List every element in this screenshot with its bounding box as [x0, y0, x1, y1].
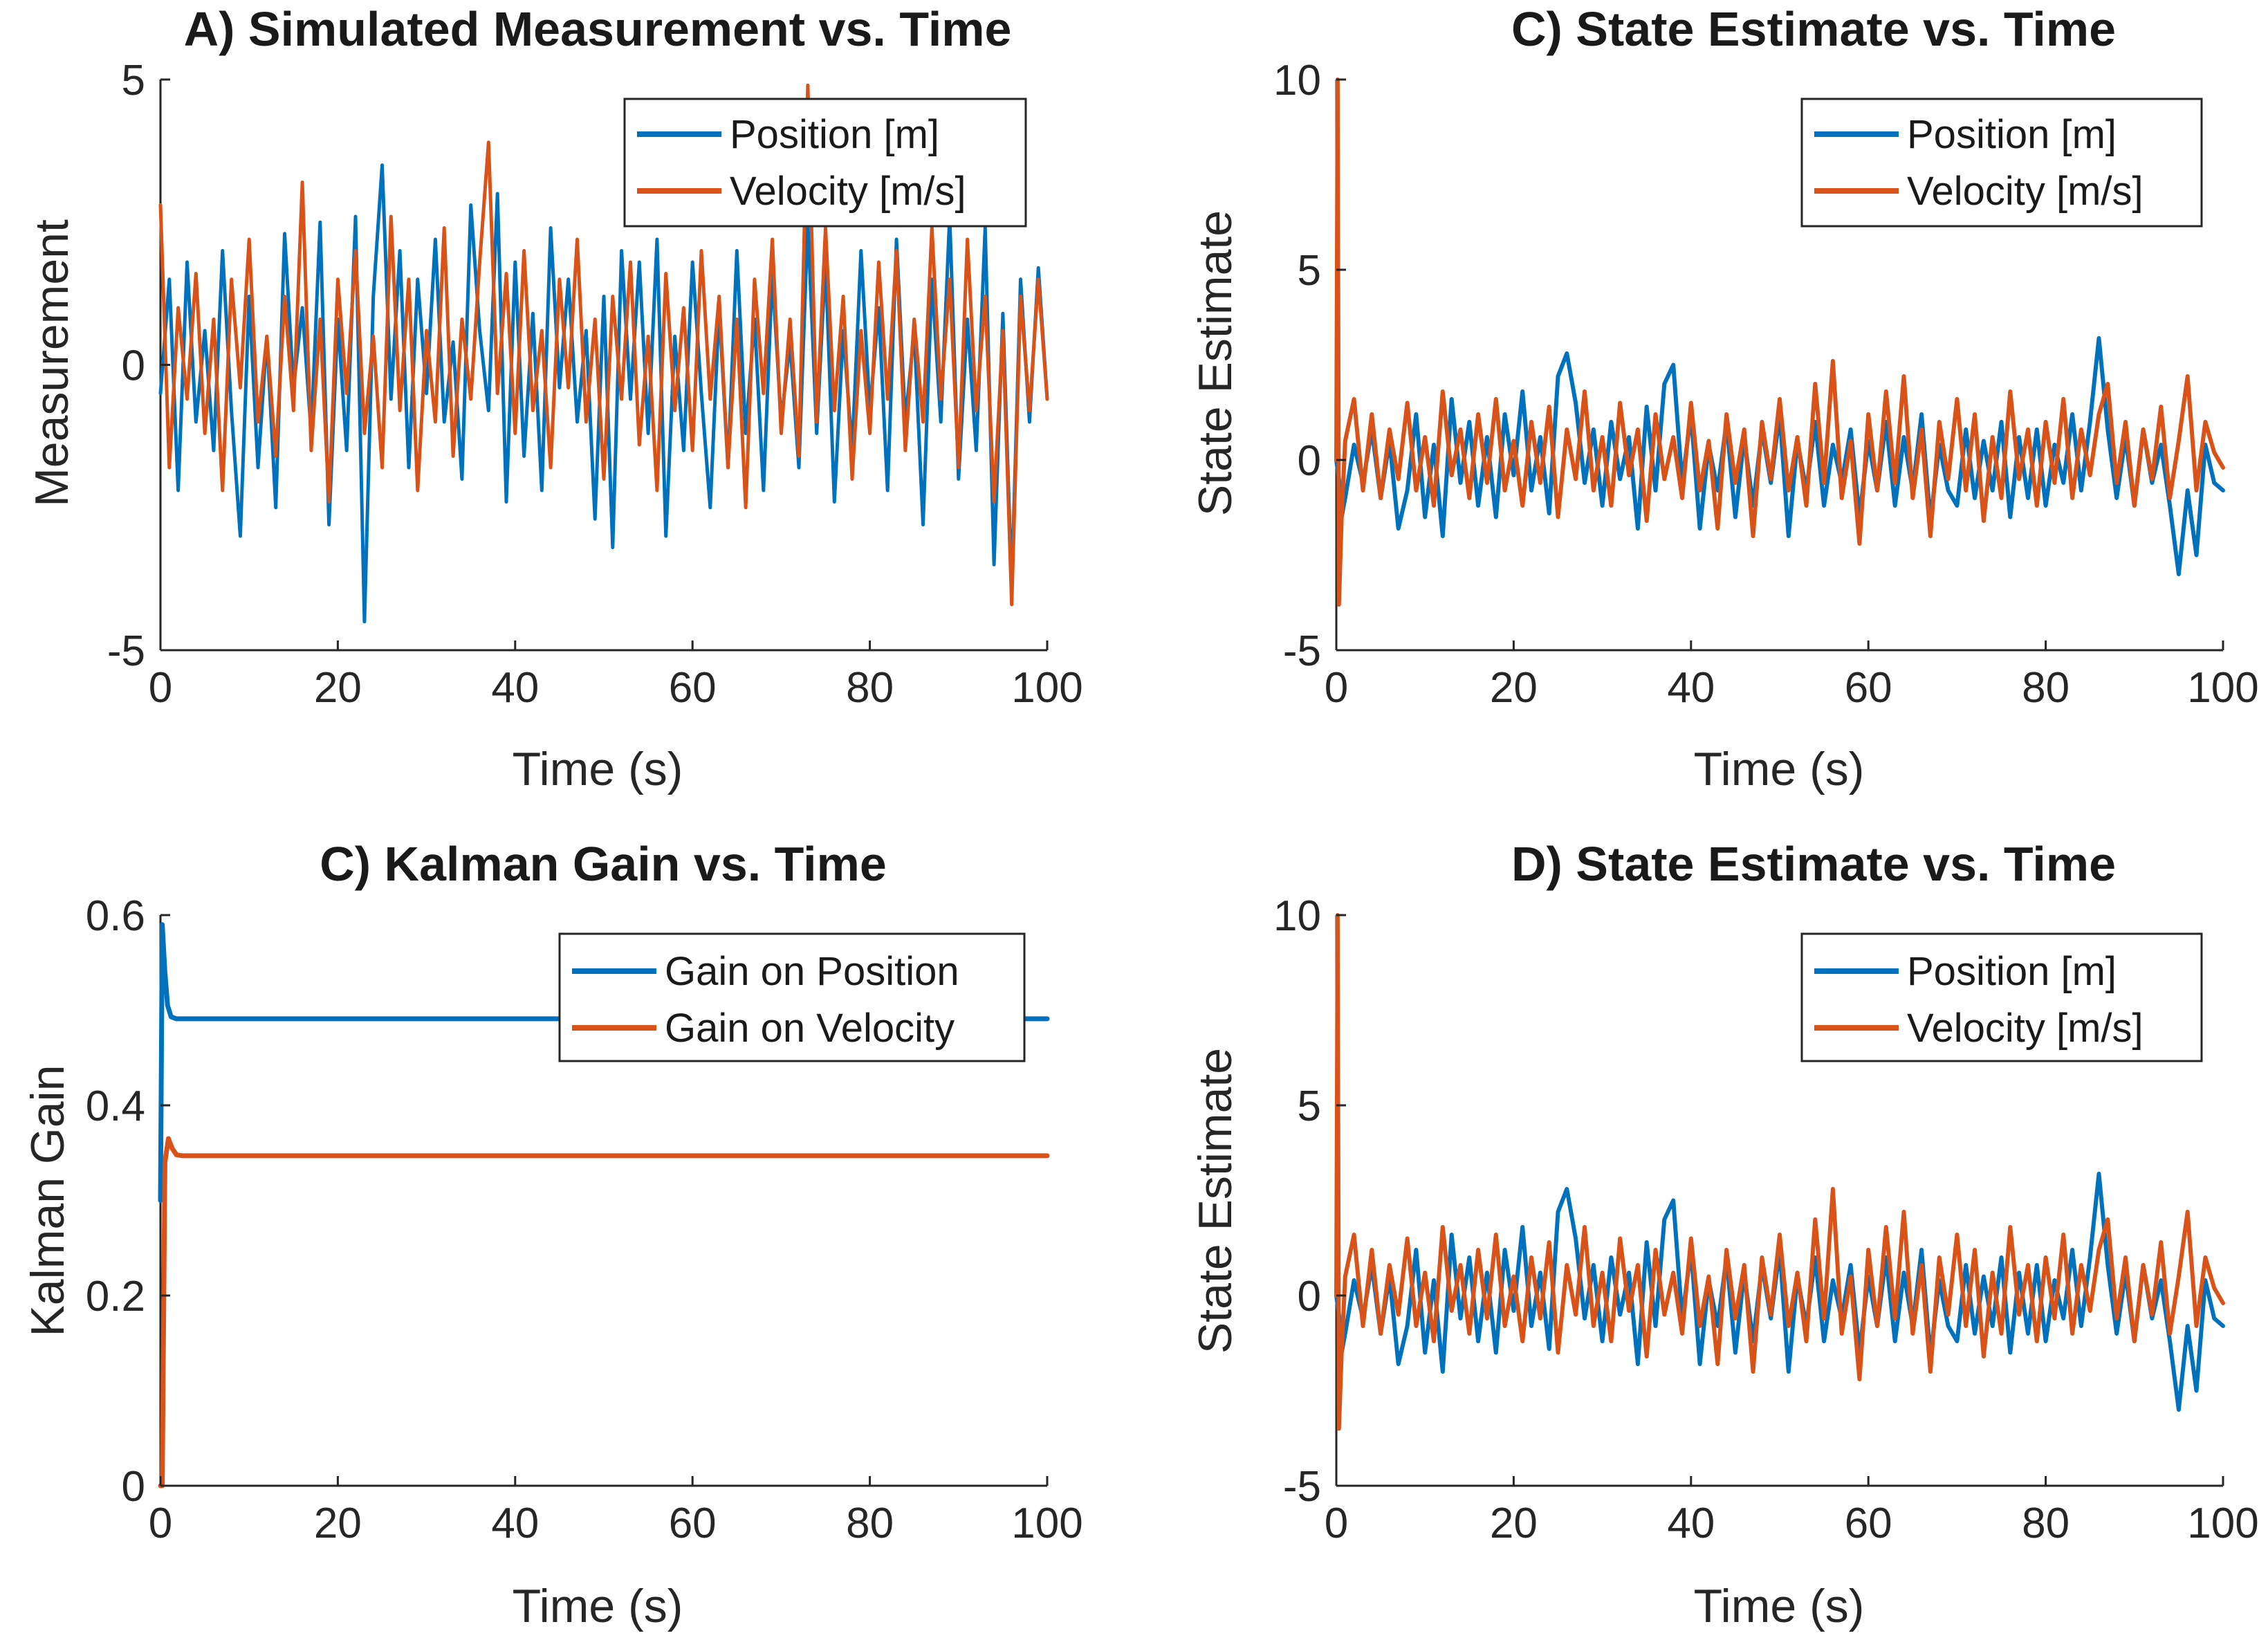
panel-d-series-blue-line [1334, 1172, 2225, 1412]
panel-a-legend-box [623, 98, 1027, 228]
panel-c-title: C) Kalman Gain vs. Time [320, 837, 887, 891]
panel-b-series-orange-line [1334, 77, 2225, 607]
panel-b-series-blue-line [1334, 336, 2225, 576]
panel-c-xlabel: Time (s) [513, 1580, 683, 1632]
panel-d-legend: Position [m] Velocity [m/s] [1800, 932, 2203, 1062]
panel-b-ytick-label: 10 [1273, 57, 1321, 104]
panel-a-ytick-label: 0 [122, 342, 145, 390]
panel-b-xtick-label: 80 [2022, 664, 2069, 712]
panel-c-legend: Gain on Position Gain on Velocity [558, 932, 1026, 1062]
panel-a-xtick-label: 60 [669, 664, 717, 712]
panel-d-xtick-label: 60 [1845, 1500, 1892, 1547]
panel-c-series [158, 922, 1050, 1489]
panel-a-legend-velocity: Velocity [m/s] [730, 169, 966, 214]
panel-b-xlabel: Time (s) [1694, 743, 1865, 795]
panel-b-series [1334, 77, 2225, 607]
panel-b-xtick-label: 0 [1325, 664, 1348, 712]
panel-a-xtick-label: 80 [846, 664, 894, 712]
panel-c-xtick-label: 20 [314, 1500, 362, 1547]
panel-b-title: C) State Estimate vs. Time [1511, 2, 2116, 56]
panel-d-ytick-label: 10 [1273, 892, 1321, 940]
panel-b-xtick-label: 40 [1667, 664, 1715, 712]
panel-c: C) Kalman Gain vs. Time 0 20 40 60 80 100 0 0.2… [21, 837, 1083, 1632]
panel-d-xtick-label: 40 [1667, 1500, 1715, 1547]
panel-a-ylabel: Measurement [26, 219, 78, 507]
panel-c-ytick-label: 0.6 [86, 892, 145, 940]
panel-c-xtick-label: 80 [846, 1500, 894, 1547]
panel-a-series-orange-line [158, 83, 1049, 607]
panel-c-ylabel: Kalman Gain [21, 1065, 74, 1336]
panel-b-xtick-label: 100 [2187, 664, 2258, 712]
panel-c-ytick-label: 0.4 [86, 1082, 145, 1130]
panel-a-xtick-label: 20 [314, 664, 362, 712]
panel-b-ytick-label: -5 [1283, 627, 1321, 675]
panel-d-xtick-label: 80 [2022, 1500, 2069, 1547]
panel-a-ytick-label: 5 [122, 57, 145, 104]
panel-d-legend-box [1800, 932, 2203, 1062]
panel-c-legend-box [558, 932, 1026, 1062]
panel-a-ticks: 0 20 40 60 80 100-505 [107, 57, 1083, 712]
panel-d-xtick-label: 20 [1490, 1500, 1538, 1547]
panel-a-legend: Position [m] Velocity [m/s] [623, 98, 1027, 228]
panel-d-legend-position: Position [m] [1907, 949, 2117, 994]
panel-c-xtick-label: 60 [669, 1500, 717, 1547]
panel-a-series [158, 83, 1049, 624]
panel-b-legend-box [1800, 98, 2203, 228]
panel-c-series-blue-line [158, 922, 1050, 1203]
panel-d-ytick-label: -5 [1283, 1463, 1321, 1511]
panel-d: D) State Estimate vs. Time 0 20 40 60 80 100-… [1189, 837, 2259, 1632]
panel-b-ytick-label: 5 [1298, 247, 1321, 295]
panel-c-xtick-label: 40 [491, 1500, 539, 1547]
panel-c-xtick-label: 0 [149, 1500, 172, 1547]
panel-a: A) Simulated Measurement vs. Time 0 20 40 6… [26, 2, 1083, 795]
panel-b-ytick-label: 0 [1298, 437, 1321, 485]
panel-d-series-orange-line [1334, 913, 2225, 1431]
panel-d-ylabel: State Estimate [1189, 1048, 1242, 1354]
panel-b-legend: Position [m] Velocity [m/s] [1800, 98, 2203, 228]
panel-c-xtick-label: 100 [1011, 1500, 1082, 1547]
panel-b-legend-position: Position [m] [1907, 112, 2117, 157]
panel-a-title: A) Simulated Measurement vs. Time [184, 2, 1012, 56]
panel-c-series-orange-line [158, 1136, 1050, 1489]
panel-c-ytick-label: 0.2 [86, 1273, 145, 1320]
panel-c-legend-velocity: Gain on Velocity [665, 1006, 955, 1051]
panel-d-series [1334, 913, 2225, 1431]
panel-b-ylabel: State Estimate [1189, 210, 1242, 516]
panel-c-ticks: 0 20 40 60 80 100 0 0.2 0.4 0.6 [86, 892, 1083, 1547]
panel-c-legend-position: Gain on Position [665, 949, 959, 994]
panel-d-xtick-label: 0 [1325, 1500, 1348, 1547]
panel-d-ytick-label: 0 [1298, 1273, 1321, 1320]
panel-b-xtick-label: 60 [1845, 664, 1892, 712]
panel-d-ytick-label: 5 [1298, 1082, 1321, 1130]
panel-a-ytick-label: -5 [107, 627, 145, 675]
panel-b: C) State Estimate vs. Time 0 20 40 60 80 100-… [1189, 2, 2259, 795]
panel-a-xtick-label: 40 [491, 664, 539, 712]
panel-a-legend-position: Position [m] [730, 112, 939, 157]
panel-d-xlabel: Time (s) [1694, 1580, 1865, 1632]
panel-d-title: D) State Estimate vs. Time [1511, 837, 2116, 891]
panel-b-xtick-label: 20 [1490, 664, 1538, 712]
panel-a-xtick-label: 0 [149, 664, 172, 712]
panel-d-legend-velocity: Velocity [m/s] [1907, 1006, 2143, 1051]
panel-c-ytick-label: 0 [122, 1463, 145, 1511]
panel-d-xtick-label: 100 [2187, 1500, 2258, 1547]
panel-a-xtick-label: 100 [1011, 664, 1082, 712]
panel-b-legend-velocity: Velocity [m/s] [1907, 169, 2143, 214]
panel-a-xlabel: Time (s) [513, 743, 683, 795]
